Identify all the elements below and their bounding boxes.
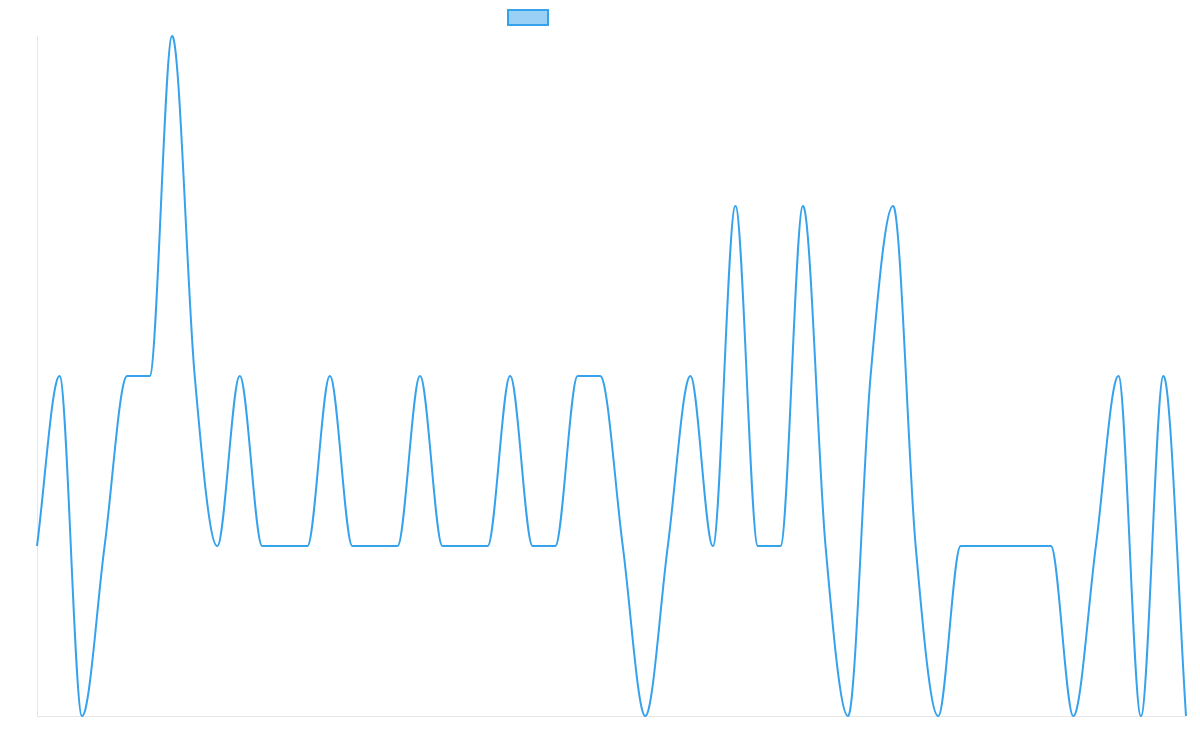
data-point[interactable] — [935, 713, 941, 719]
data-point[interactable] — [732, 203, 738, 209]
data-point[interactable] — [372, 543, 378, 549]
data-point[interactable] — [214, 543, 220, 549]
data-point[interactable] — [507, 373, 513, 379]
series-layer — [34, 33, 1189, 719]
data-point[interactable] — [642, 713, 648, 719]
data-point[interactable] — [687, 373, 693, 379]
data-point[interactable] — [1183, 713, 1189, 719]
data-point[interactable] — [710, 543, 716, 549]
data-point[interactable] — [1025, 543, 1031, 549]
data-point[interactable] — [1048, 543, 1054, 549]
data-point[interactable] — [777, 543, 783, 549]
legend-swatch[interactable] — [507, 9, 549, 26]
data-point[interactable] — [890, 203, 896, 209]
data-point[interactable] — [237, 373, 243, 379]
data-point[interactable] — [755, 543, 761, 549]
data-point[interactable] — [823, 543, 829, 549]
data-point[interactable] — [259, 543, 265, 549]
data-point[interactable] — [192, 373, 198, 379]
series-line — [36, 35, 1187, 717]
data-point[interactable] — [417, 373, 423, 379]
data-point[interactable] — [868, 373, 874, 379]
data-point[interactable] — [462, 543, 468, 549]
data-point[interactable] — [1003, 543, 1009, 549]
data-point[interactable] — [530, 543, 536, 549]
data-point[interactable] — [597, 373, 603, 379]
legend[interactable] — [507, 9, 549, 26]
data-point[interactable] — [980, 543, 986, 549]
data-point[interactable] — [304, 543, 310, 549]
data-point[interactable] — [440, 543, 446, 549]
data-point[interactable] — [327, 373, 333, 379]
data-point[interactable] — [1115, 373, 1121, 379]
data-point[interactable] — [57, 373, 63, 379]
data-point[interactable] — [845, 713, 851, 719]
data-point[interactable] — [620, 543, 626, 549]
data-point[interactable] — [665, 543, 671, 549]
data-point[interactable] — [552, 543, 558, 549]
data-point[interactable] — [1138, 713, 1144, 719]
data-point[interactable] — [79, 713, 85, 719]
data-point[interactable] — [485, 543, 491, 549]
data-point[interactable] — [958, 543, 964, 549]
data-point[interactable] — [282, 543, 288, 549]
data-point[interactable] — [169, 33, 175, 39]
data-point[interactable] — [124, 373, 130, 379]
data-point[interactable] — [102, 543, 108, 549]
data-point[interactable] — [1070, 713, 1076, 719]
data-point[interactable] — [913, 543, 919, 549]
data-point[interactable] — [394, 543, 400, 549]
data-point[interactable] — [1093, 543, 1099, 549]
data-point[interactable] — [349, 543, 355, 549]
data-point[interactable] — [800, 203, 806, 209]
data-point[interactable] — [147, 373, 153, 379]
data-point[interactable] — [1160, 373, 1166, 379]
data-point[interactable] — [575, 373, 581, 379]
data-point[interactable] — [34, 543, 40, 549]
